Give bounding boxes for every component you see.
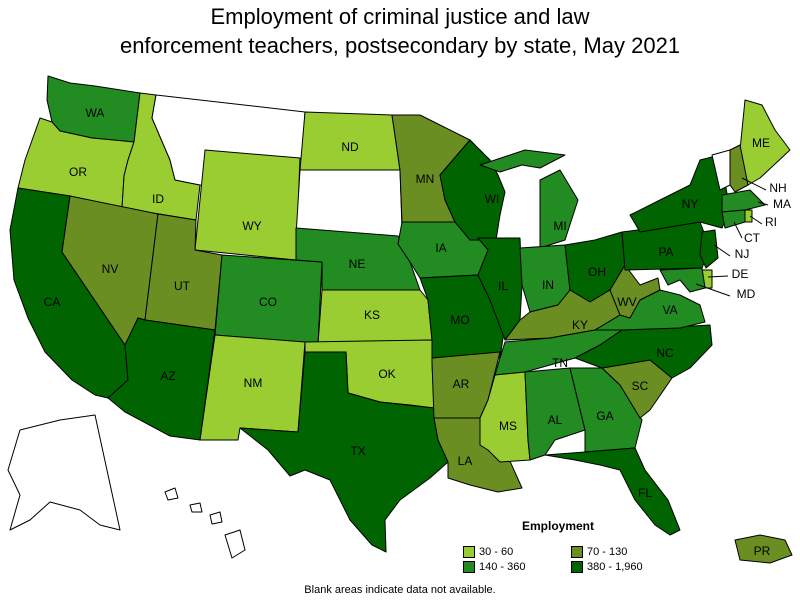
legend-swatch-1 bbox=[463, 546, 475, 559]
legend-label-3: 140 - 360 bbox=[479, 561, 526, 573]
legend-label-1: 30 - 60 bbox=[479, 546, 514, 558]
svg-text:WI: WI bbox=[485, 192, 500, 206]
state-pr[interactable] bbox=[734, 534, 793, 564]
svg-text:OH: OH bbox=[588, 265, 606, 279]
svg-text:VA: VA bbox=[662, 303, 677, 317]
state-ak[interactable] bbox=[7, 414, 121, 531]
svg-text:MI: MI bbox=[553, 219, 566, 233]
state-wy[interactable] bbox=[194, 149, 301, 261]
svg-text:KS: KS bbox=[364, 308, 380, 322]
legend-item-2: 70 - 130 bbox=[571, 546, 628, 559]
svg-text:SC: SC bbox=[632, 379, 649, 393]
svg-text:IL: IL bbox=[498, 279, 508, 293]
legend-swatch-4 bbox=[571, 561, 583, 574]
leader-lines bbox=[695, 177, 769, 297]
state-md[interactable] bbox=[659, 267, 706, 293]
legend-swatch-2 bbox=[571, 546, 583, 559]
svg-text:TN: TN bbox=[552, 356, 568, 370]
state-ma[interactable] bbox=[721, 189, 766, 213]
title-line-2: enforcement teachers, postsecondary by s… bbox=[119, 33, 681, 58]
legend-swatch-3 bbox=[463, 561, 475, 574]
svg-text:KY: KY bbox=[572, 318, 588, 332]
svg-text:AL: AL bbox=[548, 413, 563, 427]
state-wv[interactable] bbox=[609, 264, 661, 319]
svg-text:MN: MN bbox=[416, 172, 435, 186]
svg-text:MS: MS bbox=[499, 419, 517, 433]
state-fl[interactable] bbox=[544, 447, 681, 536]
svg-text:NM: NM bbox=[244, 376, 263, 390]
state-ct[interactable] bbox=[721, 209, 746, 229]
legend-item-4: 380 - 1,960 bbox=[571, 561, 643, 574]
svg-text:WY: WY bbox=[242, 219, 261, 233]
svg-text:RI: RI bbox=[765, 215, 777, 229]
svg-text:CA: CA bbox=[44, 295, 61, 309]
svg-text:NJ: NJ bbox=[735, 247, 750, 261]
legend-label-4: 380 - 1,960 bbox=[587, 561, 643, 573]
title-line-1: Employment of criminal justice and law bbox=[210, 4, 590, 29]
svg-text:OK: OK bbox=[378, 367, 395, 381]
svg-text:DE: DE bbox=[732, 267, 749, 281]
svg-text:CO: CO bbox=[259, 295, 277, 309]
state-nh[interactable] bbox=[729, 144, 749, 193]
svg-text:ID: ID bbox=[152, 192, 164, 206]
svg-text:CT: CT bbox=[744, 231, 761, 245]
state-labels: WA OR CA ID NV WY UT AZ CO NM ND NE KS O… bbox=[44, 106, 791, 558]
svg-text:NE: NE bbox=[349, 257, 366, 271]
svg-text:MD: MD bbox=[737, 287, 756, 301]
svg-text:NC: NC bbox=[656, 346, 674, 360]
svg-text:PA: PA bbox=[658, 245, 673, 259]
state-tx[interactable] bbox=[239, 351, 449, 553]
state-nc[interactable] bbox=[574, 324, 713, 379]
svg-text:NV: NV bbox=[102, 262, 119, 276]
svg-text:LA: LA bbox=[458, 454, 473, 468]
svg-text:GA: GA bbox=[596, 409, 613, 423]
legend-item-3: 140 - 360 bbox=[463, 561, 526, 574]
state-mi[interactable] bbox=[479, 149, 579, 249]
svg-text:ND: ND bbox=[341, 140, 359, 154]
svg-text:WA: WA bbox=[86, 106, 105, 120]
state-hi[interactable] bbox=[164, 487, 246, 559]
legend-title: Employment bbox=[522, 519, 595, 533]
svg-text:IA: IA bbox=[435, 241, 446, 255]
svg-text:TX: TX bbox=[350, 444, 365, 458]
state-ri[interactable] bbox=[744, 209, 753, 223]
legend-item-1: 30 - 60 bbox=[463, 546, 514, 559]
svg-text:ME: ME bbox=[752, 136, 770, 150]
svg-text:MO: MO bbox=[450, 313, 469, 327]
svg-text:FL: FL bbox=[638, 486, 652, 500]
svg-text:IN: IN bbox=[542, 278, 554, 292]
map-title: Employment of criminal justice and law e… bbox=[0, 2, 800, 60]
footnote: Blank areas indicate data not available. bbox=[304, 584, 496, 596]
svg-text:AZ: AZ bbox=[160, 369, 175, 383]
state-nj[interactable] bbox=[699, 229, 719, 269]
svg-text:UT: UT bbox=[174, 279, 191, 293]
svg-text:WV: WV bbox=[617, 295, 636, 309]
svg-text:PR: PR bbox=[754, 544, 771, 558]
legend-label-2: 70 - 130 bbox=[587, 546, 628, 558]
svg-text:NH: NH bbox=[769, 181, 786, 195]
svg-text:OR: OR bbox=[69, 165, 87, 179]
svg-text:NY: NY bbox=[682, 197, 699, 211]
svg-text:AR: AR bbox=[453, 377, 470, 391]
svg-text:MA: MA bbox=[773, 197, 791, 211]
